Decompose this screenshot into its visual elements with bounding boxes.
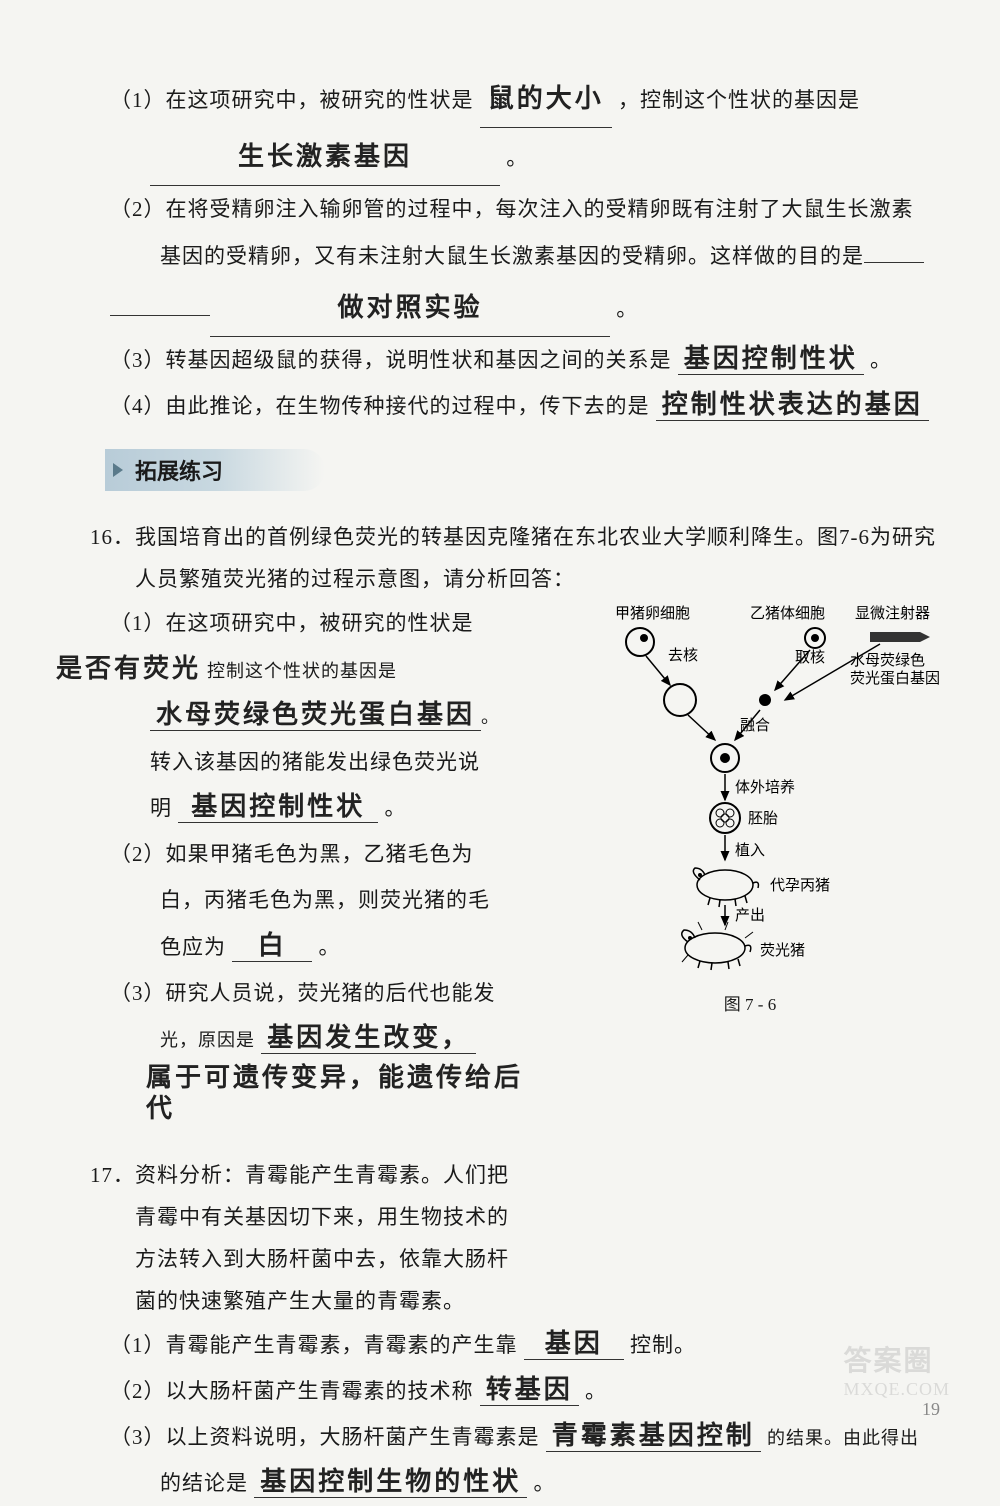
q15-sub3-end: 。 [870, 348, 892, 372]
q17-stem: 17．资料分析：青霉能产生青霉素。人们把 青霉中有关基因切下来，用生物技术的 方… [90, 1154, 610, 1322]
q15-sub1-ans2: 生长激素基因 [150, 128, 500, 186]
q17-sub2-prefix: （2）以大肠杆菌产生青霉素的技术称 [110, 1379, 474, 1403]
q17-stem3: 方法转入到大肠杆菌中去，依靠大肠杆 [135, 1247, 509, 1271]
q16-sub1-end: 。 [385, 796, 407, 820]
diag-l5: 取核 [795, 649, 825, 666]
q17-stem1: 资料分析：青霉能产生青霉素。人们把 [135, 1163, 509, 1187]
diag-l12: 代孕丙猪 [770, 877, 830, 894]
q16-sub1-prefix: （1）在这项研究中，被研究的性状是 [110, 611, 474, 635]
q17-num: 17． [90, 1154, 135, 1196]
q17-sub3-prefix: （3）以上资料说明，大肠杆菌产生青霉素是 [110, 1425, 540, 1449]
q15-sub3-ans: 基因控制性状 [678, 343, 864, 375]
q15-sub2-ans: 做对照实验 [210, 279, 610, 337]
q15-sub4-ans: 控制性状表达的基因 [656, 389, 929, 421]
q16-sub2-ans: 白 [232, 930, 312, 962]
diag-l9: 体外培养 [735, 779, 795, 796]
q17-sub2: （2）以大肠杆菌产生青霉素的技术称 转基因 。 [110, 1368, 940, 1414]
diag-l8: 融合 [740, 717, 770, 734]
q15-sub1-end: 。 [506, 146, 528, 170]
q16-sub2-l3p: 色应为 [160, 935, 226, 959]
diag-l1: 甲猪卵细胞 [615, 605, 690, 622]
q17-sub3-ans2: 基因控制生物的性状 [254, 1466, 527, 1498]
diagram-svg: 甲猪卵细胞 乙猪体细胞 显微注射器 去核 取核 水母荧绿色 荧光蛋白基因 [560, 600, 940, 980]
q15-sub3: （3）转基因超级鼠的获得，说明性状和基因之间的关系是 基因控制性状 。 [110, 337, 940, 383]
diag-l6: 水母荧绿色 [850, 652, 925, 669]
q16-sub1-ans2: 水母荧绿色荧光蛋白基因 [150, 699, 481, 731]
q17-stem4: 菌的快速繁殖产生大量的青霉素。 [135, 1289, 465, 1313]
q17-sub3: （3）以上资料说明，大肠杆菌产生青霉素是 青霉素基因控制 的结果。由此得出 的结… [110, 1414, 940, 1506]
question-17: 17．资料分析：青霉能产生青霉素。人们把 青霉中有关基因切下来，用生物技术的 方… [60, 1154, 940, 1506]
q16-sub2: （2）如果甲猪毛色为黑，乙猪毛色为 白，丙猪毛色为黑，则荧光猪的毛 色应为 白 … [110, 831, 540, 970]
q15-sub4: （4）由此推论，在生物传种接代的过程中，传下去的是 控制性状表达的基因 [110, 383, 940, 429]
diag-l3: 显微注射器 [855, 605, 930, 622]
q16-sub3-ans2: 属于可遗传变异，能遗传给后代 [140, 1062, 540, 1124]
q17-sub1-end: 控制。 [630, 1333, 696, 1357]
q17-sub1-ans: 基因 [524, 1328, 624, 1360]
q16-sub1-ans1: 是否有荧光 [50, 653, 207, 684]
watermark: 答案圈 MXQE.COM [843, 1339, 950, 1400]
diag-l10: 胚胎 [748, 810, 778, 827]
diag-l4: 去核 [668, 647, 698, 664]
question-16: 16．我国培育出的首例绿色荧光的转基因克隆猪在东北农业大学顺利降生。图7-6为研… [60, 516, 940, 1133]
watermark-sub: MXQE.COM [843, 1379, 950, 1400]
q15-sub1-ans1: 鼠的大小 [480, 70, 612, 128]
q16-sub2-l1: （2）如果甲猪毛色为黑，乙猪毛色为 [110, 842, 474, 866]
q16-sub2-l2: 白，丙猪毛色为黑，则荧光猪的毛 [160, 888, 490, 912]
q15-sub2: （2）在将受精卵注入输卵管的过程中，每次注入的受精卵既有注射了大鼠生长激素 基因… [110, 186, 940, 337]
q16-stem2: 人员繁殖荧光猪的过程示意图，请分析回答： [135, 567, 575, 591]
q17-sub3-l2p: 的结论是 [160, 1471, 248, 1495]
diagram-caption: 图 7 - 6 [560, 990, 940, 1015]
diag-l13: 产出 [735, 907, 765, 924]
diag-l11: 植入 [735, 842, 765, 859]
blank [864, 262, 924, 263]
question-15-subs: （1）在这项研究中，被研究的性状是 鼠的大小 ，控制这个性状的基因是 生长激素基… [60, 70, 940, 429]
q17-sub2-ans: 转基因 [480, 1374, 579, 1406]
q17-sub1: （1）青霉能产生青霉素，青霉素的产生靠 基因 控制。 [110, 1322, 940, 1368]
q16-sub3: （3）研究人员说，荧光猪的后代也能发 光，原因是 基因发生改变， 属于可遗传变异… [110, 970, 540, 1134]
q17-sub1-prefix: （1）青霉能产生青霉素，青霉素的产生靠 [110, 1333, 518, 1357]
q16-sub1-line3: 转入该基因的猪能发出绿色荧光说 [150, 750, 480, 774]
q15-sub1: （1）在这项研究中，被研究的性状是 鼠的大小 ，控制这个性状的基因是 生长激素基… [110, 70, 940, 186]
q17-sub3-mid: 的结果。由此得出 [767, 1428, 919, 1448]
q15-sub2-end: 。 [616, 297, 638, 321]
watermark-main: 答案圈 [843, 1339, 950, 1379]
page-number: 19 [922, 1399, 940, 1420]
q15-sub1-mid: ，控制这个性状的基因是 [618, 88, 860, 112]
q17-sub3-ans1: 青霉素基因控制 [546, 1420, 761, 1452]
q15-sub2-line2: 基因的受精卵，又有未注射大鼠生长激素基因的受精卵。这样做的目的是 [160, 244, 864, 268]
q16-sub3-ans1: 基因发生改变， [261, 1022, 476, 1054]
q16-sub3-l2p: 光，原因是 [160, 1030, 255, 1050]
diag-l14: 荧光猪 [760, 942, 805, 959]
diag-l7: 荧光蛋白基因 [850, 670, 940, 687]
q15-sub3-prefix: （3）转基因超级鼠的获得，说明性状和基因之间的关系是 [110, 348, 672, 372]
q16-stem1: 我国培育出的首例绿色荧光的转基因克隆猪在东北农业大学顺利降生。图7-6为研究 [135, 525, 936, 549]
q16-sub1-mid: 控制这个性状的基因是 [207, 661, 397, 681]
q16-sub2-end: 。 [319, 935, 341, 959]
q16-stem: 16．我国培育出的首例绿色荧光的转基因克隆猪在东北农业大学顺利降生。图7-6为研… [90, 516, 940, 600]
q15-sub1-prefix: （1）在这项研究中，被研究的性状是 [110, 88, 474, 112]
q17-sub3-end: 。 [534, 1471, 556, 1495]
q16-sub1-ans3: 基因控制性状 [178, 791, 378, 823]
q16-sub1: （1）在这项研究中，被研究的性状是 是否有荧光控制这个性状的基因是 水母荧绿色荧… [110, 600, 540, 831]
blank [110, 315, 210, 316]
q16-sub3-l1: （3）研究人员说，荧光猪的后代也能发 [110, 981, 496, 1005]
q17-stem2: 青霉中有关基因切下来，用生物技术的 [135, 1205, 509, 1229]
q15-sub4-prefix: （4）由此推论，在生物传种接代的过程中，传下去的是 [110, 394, 650, 418]
section-banner: 拓展练习 [105, 449, 325, 491]
section-title: 拓展练习 [135, 454, 223, 486]
q17-sub2-end: 。 [585, 1379, 607, 1403]
q16-num: 16． [90, 516, 135, 558]
q16-sub1-line4p: 明 [150, 796, 172, 820]
diag-l2: 乙猪体细胞 [750, 605, 825, 622]
q15-sub2-line1: （2）在将受精卵注入输卵管的过程中，每次注入的受精卵既有注射了大鼠生长激素 [110, 197, 914, 221]
diagram-container: 甲猪卵细胞 乙猪体细胞 显微注射器 去核 取核 水母荧绿色 荧光蛋白基因 [560, 600, 940, 1133]
